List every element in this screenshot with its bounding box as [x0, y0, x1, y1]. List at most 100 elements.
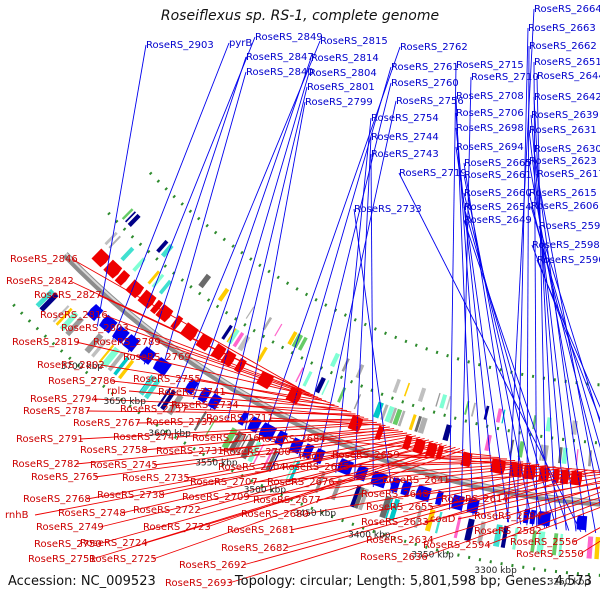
label-leader-line: [463, 219, 570, 531]
reverse-gene-label: RoseRS_2681: [227, 525, 295, 536]
feature-block: [483, 405, 490, 420]
label-leader-line: [143, 426, 390, 451]
label-leader-line: [533, 148, 587, 533]
label-leader-line: [96, 44, 147, 327]
reverse-gene-label: RoseRS_2634: [366, 535, 434, 546]
label-leader-line: [463, 174, 534, 527]
reverse-gene-label: RoseRS_2680: [241, 509, 309, 520]
label-leader-line: [536, 259, 600, 408]
label-leader-line: [210, 72, 310, 410]
feature-block: [358, 488, 369, 511]
label-leader-line: [186, 356, 331, 404]
reverse-gene-label: RoseRS_2751: [28, 554, 96, 565]
reverse-gene-label: RoseRS_2819: [12, 337, 80, 348]
feature-block: [388, 498, 400, 521]
reverse-gene-label: RoseRS_2556: [510, 537, 578, 548]
label-leader-line: [486, 501, 600, 546]
reverse-gene-label: RoseRS_2716: [192, 433, 260, 444]
label-leader-line: [429, 486, 600, 541]
reverse-gene-arrow: [170, 315, 184, 330]
forward-gene-label: RoseRS_2756: [396, 96, 464, 107]
forward-gene-label: RoseRS_2590: [537, 255, 600, 266]
forward-gene-label: RoseRS_2663: [528, 23, 596, 34]
feature-block: [221, 427, 238, 450]
label-leader-line: [196, 442, 438, 511]
forward-gene-label: RoseRS_2799: [305, 97, 373, 108]
feature-block: [288, 460, 301, 482]
label-leader-line: [286, 451, 500, 458]
reverse-gene-label: RoseRS_2768: [23, 494, 91, 505]
forward-gene-label: RoseRS_2719: [399, 168, 467, 179]
reverse-gene-label: RoseRS_2676: [267, 477, 335, 488]
label-leader-line: [124, 327, 314, 396]
feature-block: [558, 533, 564, 556]
reverse-gene-label: RoseRS_2723: [143, 522, 211, 533]
label-leader-line: [152, 449, 465, 560]
feature-block: [442, 424, 452, 442]
feature-block: [477, 521, 486, 544]
label-leader-line: [97, 445, 452, 545]
reverse-gene-label: RoseRS_2704: [218, 462, 286, 473]
reverse-gene-label: RoseRS_2748: [58, 508, 126, 519]
forward-gene-label: RoseRS_2598: [532, 240, 600, 251]
forward-gene-label: RoseRS_2649: [464, 215, 532, 226]
feature-block: [84, 333, 104, 354]
feature-block: [558, 447, 563, 464]
label-leader-line: [227, 86, 308, 420]
forward-gene-arrow: [400, 480, 413, 497]
kbp-scale-label: 3600 kbp: [148, 429, 191, 439]
reverse-gene-arrow: [210, 343, 227, 361]
forward-gene-label: RoseRS_2642: [534, 92, 600, 103]
feature-block: [530, 530, 537, 553]
label-leader-line: [176, 423, 382, 438]
reverse-gene-label: rplS: [107, 386, 127, 397]
feature-block: [379, 495, 392, 519]
reverse-gene-label: RoseRS_2711: [206, 413, 274, 424]
feature-block: [588, 450, 592, 467]
reverse-gene-label: RoseRS_2693: [165, 578, 233, 589]
label-leader-line: [75, 341, 318, 398]
reverse-gene-label: RoseRS_2734: [171, 400, 239, 411]
kbp-scale-label: 3450 kbp: [294, 509, 337, 519]
forward-gene-arrow: [301, 443, 315, 460]
feature-block: [252, 443, 265, 464]
forward-gene-arrow: [184, 378, 199, 395]
reverse-gene-label: RoseRS_2749: [36, 522, 104, 533]
label-leader-line: [423, 491, 600, 558]
label-leader-line: [209, 420, 373, 423]
forward-gene-label: RoseRS_2761: [391, 62, 459, 73]
feature-block: [372, 401, 384, 419]
kbp-scale-label: 3250 kbp: [548, 578, 591, 588]
feature-block: [392, 408, 403, 426]
label-leader-line: [530, 114, 567, 531]
feature-block: [125, 211, 136, 223]
label-leader-line: [330, 455, 508, 460]
reverse-gene-label: RoseRS_2636: [360, 552, 428, 563]
label-leader-line: [537, 497, 600, 517]
label-leader-line: [196, 378, 339, 408]
label-leader-line: [97, 294, 306, 392]
reverse-gene-label: RoseRS_2722: [133, 505, 201, 516]
label-leader-line: [538, 225, 600, 424]
reverse-gene-arrow: [114, 270, 131, 286]
feature-block: [389, 407, 398, 424]
forward-gene-label: RoseRS_2715: [456, 60, 524, 71]
feature-block: [39, 292, 59, 312]
label-leader-line: [537, 507, 600, 532]
feature-block: [35, 288, 55, 308]
feature-block: [302, 371, 313, 387]
feature-block: [138, 374, 153, 394]
reverse-gene-label: RoseRS_2677: [253, 495, 321, 506]
label-leader-line: [316, 466, 556, 501]
reverse-gene-label: coaD: [430, 514, 456, 525]
reverse-gene-label: RoseRS_2791: [16, 434, 84, 445]
feature-block: [274, 323, 283, 337]
reverse-gene-label: RoseRS_2765: [31, 472, 99, 483]
forward-gene-label: RoseRS_2662: [529, 41, 597, 52]
feature-block: [198, 273, 212, 289]
forward-gene-label: pyrB: [229, 38, 252, 49]
forward-gene-arrow: [99, 314, 118, 334]
label-leader-line: [536, 173, 600, 507]
reverse-gene-label: RoseRS_2794: [30, 394, 98, 405]
